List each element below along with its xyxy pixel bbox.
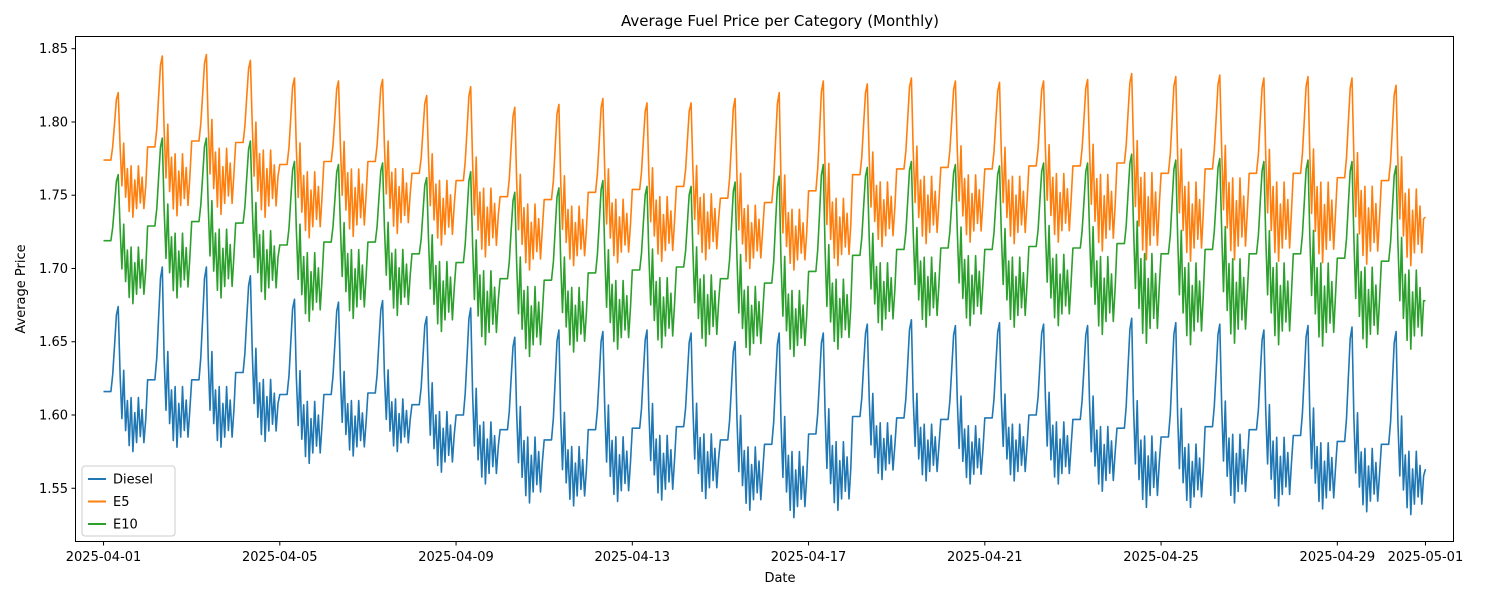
y-tick-label: 1.80 <box>39 115 68 130</box>
legend-label-e10: E10 <box>113 518 138 533</box>
y-tick-label: 1.60 <box>39 409 68 424</box>
series-line-e5 <box>103 53 1427 271</box>
legend-label-e5: E5 <box>113 495 130 510</box>
x-tick-label: 2025-04-09 <box>418 550 494 565</box>
x-tick-label: 2025-04-05 <box>242 550 318 565</box>
x-tick-label: 2025-04-17 <box>771 550 847 565</box>
x-tick-label: 2025-04-29 <box>1300 550 1376 565</box>
x-axis-title: Date <box>764 571 795 586</box>
y-tick-label: 1.75 <box>39 189 68 204</box>
y-axis: 1.55 1.60 1.65 1.70 1.75 1.80 1.85 <box>39 42 76 497</box>
legend-label-diesel: Diesel <box>113 473 153 488</box>
chart-title: Average Fuel Price per Category (Monthly… <box>621 12 939 30</box>
y-tick-label: 1.85 <box>39 42 68 57</box>
y-axis-title: Average Price <box>14 244 29 333</box>
y-tick-label: 1.70 <box>39 262 68 277</box>
series-layer <box>103 53 1427 519</box>
series-line-diesel <box>103 266 1427 519</box>
plot-frame <box>75 36 1454 542</box>
x-tick-label: 2025-04-01 <box>66 550 142 565</box>
legend-box <box>81 465 176 537</box>
series-line-e10 <box>103 137 1426 358</box>
y-tick-label: 1.55 <box>39 482 68 497</box>
legend: Diesel E5 E10 <box>81 465 176 537</box>
x-tick-label: 2025-05-01 <box>1388 550 1464 565</box>
x-tick-label: 2025-04-25 <box>1123 550 1199 565</box>
x-axis: 2025-04-01 2025-04-05 2025-04-09 2025-04-13… <box>66 541 1464 565</box>
y-tick-label: 1.65 <box>39 335 68 350</box>
x-tick-label: 2025-04-13 <box>595 550 671 565</box>
x-tick-label: 2025-04-21 <box>947 550 1023 565</box>
